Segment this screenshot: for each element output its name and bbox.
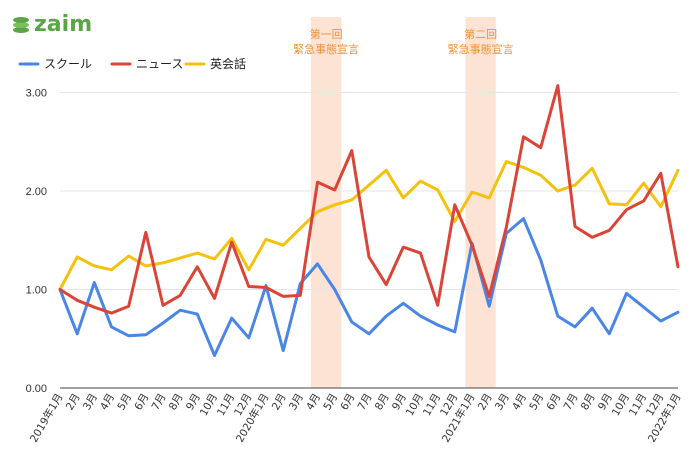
x-tick-label: 4月 bbox=[98, 392, 117, 413]
y-tick-label: 2.00 bbox=[26, 186, 47, 198]
legend: スクール ニュース 英会話 bbox=[18, 56, 246, 71]
brand-logo: zaim bbox=[13, 12, 92, 37]
y-tick-label: 1.00 bbox=[26, 285, 47, 297]
x-tick-label: 5月 bbox=[527, 392, 546, 413]
x-tick-label: 4月 bbox=[510, 392, 529, 413]
x-tick-label: 8月 bbox=[373, 392, 392, 413]
highlight-band-1 bbox=[310, 17, 342, 388]
band-label-title-2: 第二回 bbox=[464, 27, 497, 41]
x-tick-label: 3月 bbox=[493, 392, 512, 413]
brand-name: zaim bbox=[34, 12, 92, 37]
series-line-1 bbox=[58, 217, 680, 357]
y-tick-label: 0.00 bbox=[26, 383, 47, 395]
x-tick-label: 3月 bbox=[81, 392, 100, 413]
x-axis-ticks: 2019年1月2月3月4月5月6月7月8月9月10月11月12月2020年1月2… bbox=[27, 391, 683, 445]
x-tick-label: 8月 bbox=[579, 392, 598, 413]
x-tick-label: 8月 bbox=[167, 392, 186, 413]
x-tick-label: 6月 bbox=[544, 392, 563, 413]
band-label-title-1: 第一回 bbox=[310, 27, 343, 41]
gridlines bbox=[60, 92, 678, 389]
x-tick-label: 4月 bbox=[304, 392, 323, 413]
x-tick-label: 3月 bbox=[287, 392, 306, 413]
highlight-band-2 bbox=[465, 17, 496, 388]
x-tick-label: 5月 bbox=[115, 392, 134, 413]
x-tick-label: 6月 bbox=[132, 392, 151, 413]
x-tick-label: 7月 bbox=[150, 392, 169, 413]
x-tick-label: 5月 bbox=[321, 392, 340, 413]
legend-label-3: 英会話 bbox=[210, 56, 246, 71]
band-label-subtitle-2: 緊急事態宣言 bbox=[448, 42, 514, 56]
x-tick-label: 7月 bbox=[562, 392, 581, 413]
x-tick-label: 2月 bbox=[476, 392, 495, 413]
legend-label-2: ニュース bbox=[136, 57, 183, 71]
x-tick-label: 2019年1月 bbox=[27, 391, 65, 445]
series-line-2 bbox=[58, 84, 680, 315]
band-label-subtitle-1: 緊急事態宣言 bbox=[293, 42, 359, 56]
y-tick-label: 3.00 bbox=[26, 88, 47, 100]
x-tick-label: 2月 bbox=[270, 392, 289, 413]
series-lines bbox=[58, 84, 680, 357]
x-tick-label: 7月 bbox=[356, 392, 375, 413]
legend-label-1: スクール bbox=[44, 57, 92, 71]
x-tick-label: 2月 bbox=[64, 392, 83, 413]
coin-stack-icon bbox=[13, 17, 29, 33]
x-tick-label: 6月 bbox=[338, 392, 357, 413]
y-axis-ticks: 0.00 1.00 2.00 3.00 bbox=[26, 88, 47, 396]
series-line-3 bbox=[58, 160, 680, 291]
